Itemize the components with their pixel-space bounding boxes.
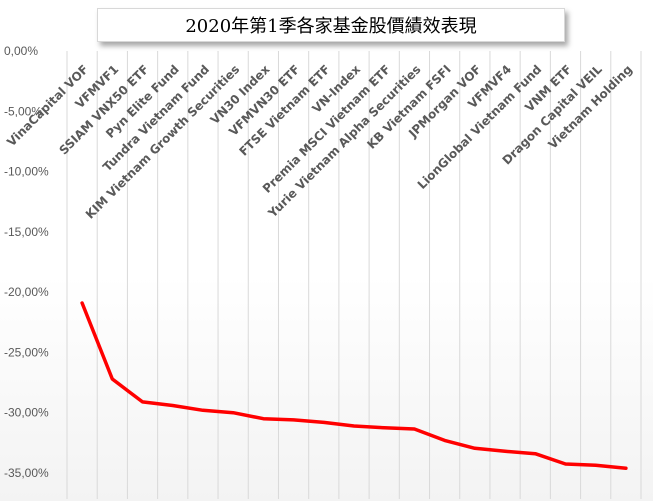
y-tick-label: -15,00% — [4, 225, 49, 239]
gridlines — [66, 51, 642, 499]
y-tick-label: -20,00% — [4, 285, 49, 299]
y-axis: 0,00% -5,00% -10,00% -15,00% -20,00% -25,00% -… — [4, 44, 49, 480]
y-tick-label: -35,00% — [4, 466, 49, 480]
chart-title: 2020年第1季各家基金股價績效表現 — [185, 16, 477, 37]
y-tick-label: -25,00% — [4, 345, 49, 359]
y-tick-label: -10,00% — [4, 165, 49, 179]
chart-title-box: 2020年第1季各家基金股價績效表現 — [97, 8, 565, 42]
y-tick-label: 0,00% — [4, 44, 38, 58]
series-layer — [80, 301, 628, 470]
y-tick-label: -5,00% — [4, 104, 42, 118]
y-tick-label: -30,00% — [4, 406, 49, 420]
series-line — [80, 301, 628, 470]
